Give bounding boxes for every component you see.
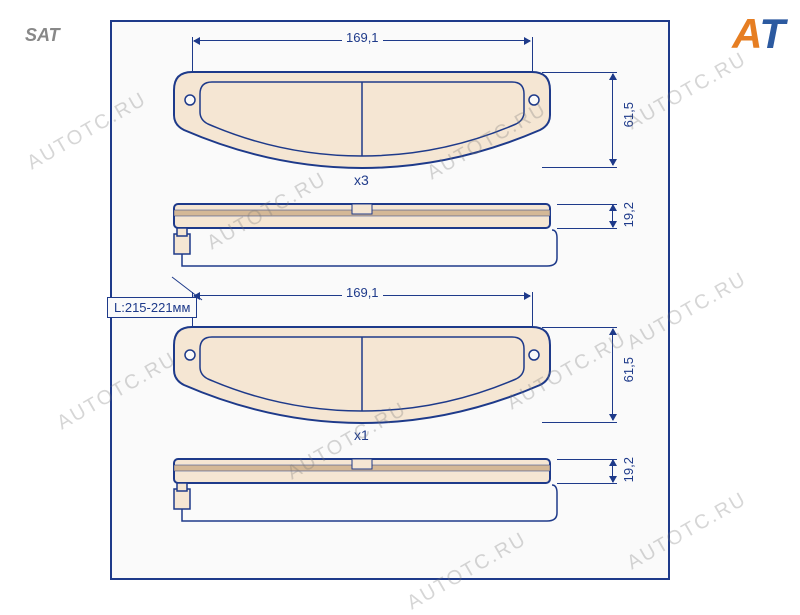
at-logo: AT: [732, 10, 785, 58]
brake-pad-side-top: [172, 202, 552, 230]
sensor-label-pointer: [162, 272, 212, 302]
brake-pad-face-top: [172, 70, 552, 170]
logo-letter-t: T: [759, 10, 785, 57]
sensor-wire-top: [152, 228, 562, 278]
dim-line-thick-top: [612, 205, 613, 227]
diagram-frame: 169,1 61,5 x3 19,2 169,1 L:215-221мм: [110, 20, 670, 580]
ext-line: [557, 228, 617, 229]
dim-line-thick-bot: [612, 460, 613, 482]
ext-line: [542, 327, 617, 328]
dim-line-height-top: [612, 74, 613, 165]
ext-line: [532, 292, 533, 327]
dim-height-bot: 61,5: [617, 357, 640, 382]
quantity-pad-2: x1: [354, 427, 369, 443]
logo-letter-a: A: [732, 10, 759, 57]
brake-pad-face-bottom: [172, 325, 552, 425]
ext-line: [542, 167, 617, 168]
dim-thickness-bot: 19,2: [617, 457, 640, 482]
brake-pad-side-bottom: [172, 457, 552, 485]
brand-logo: SAT: [25, 25, 60, 46]
ext-line: [557, 483, 617, 484]
ext-line: [542, 72, 617, 73]
dim-line-height-bot: [612, 329, 613, 420]
dim-width-top: 169,1: [342, 30, 383, 45]
dim-width-mid: 169,1: [342, 285, 383, 300]
ext-line: [532, 37, 533, 72]
dim-height-top: 61,5: [617, 102, 640, 127]
ext-line: [542, 422, 617, 423]
quantity-pad-1: x3: [354, 172, 369, 188]
dim-thickness-top: 19,2: [617, 202, 640, 227]
sensor-wire-bottom: [152, 483, 562, 533]
